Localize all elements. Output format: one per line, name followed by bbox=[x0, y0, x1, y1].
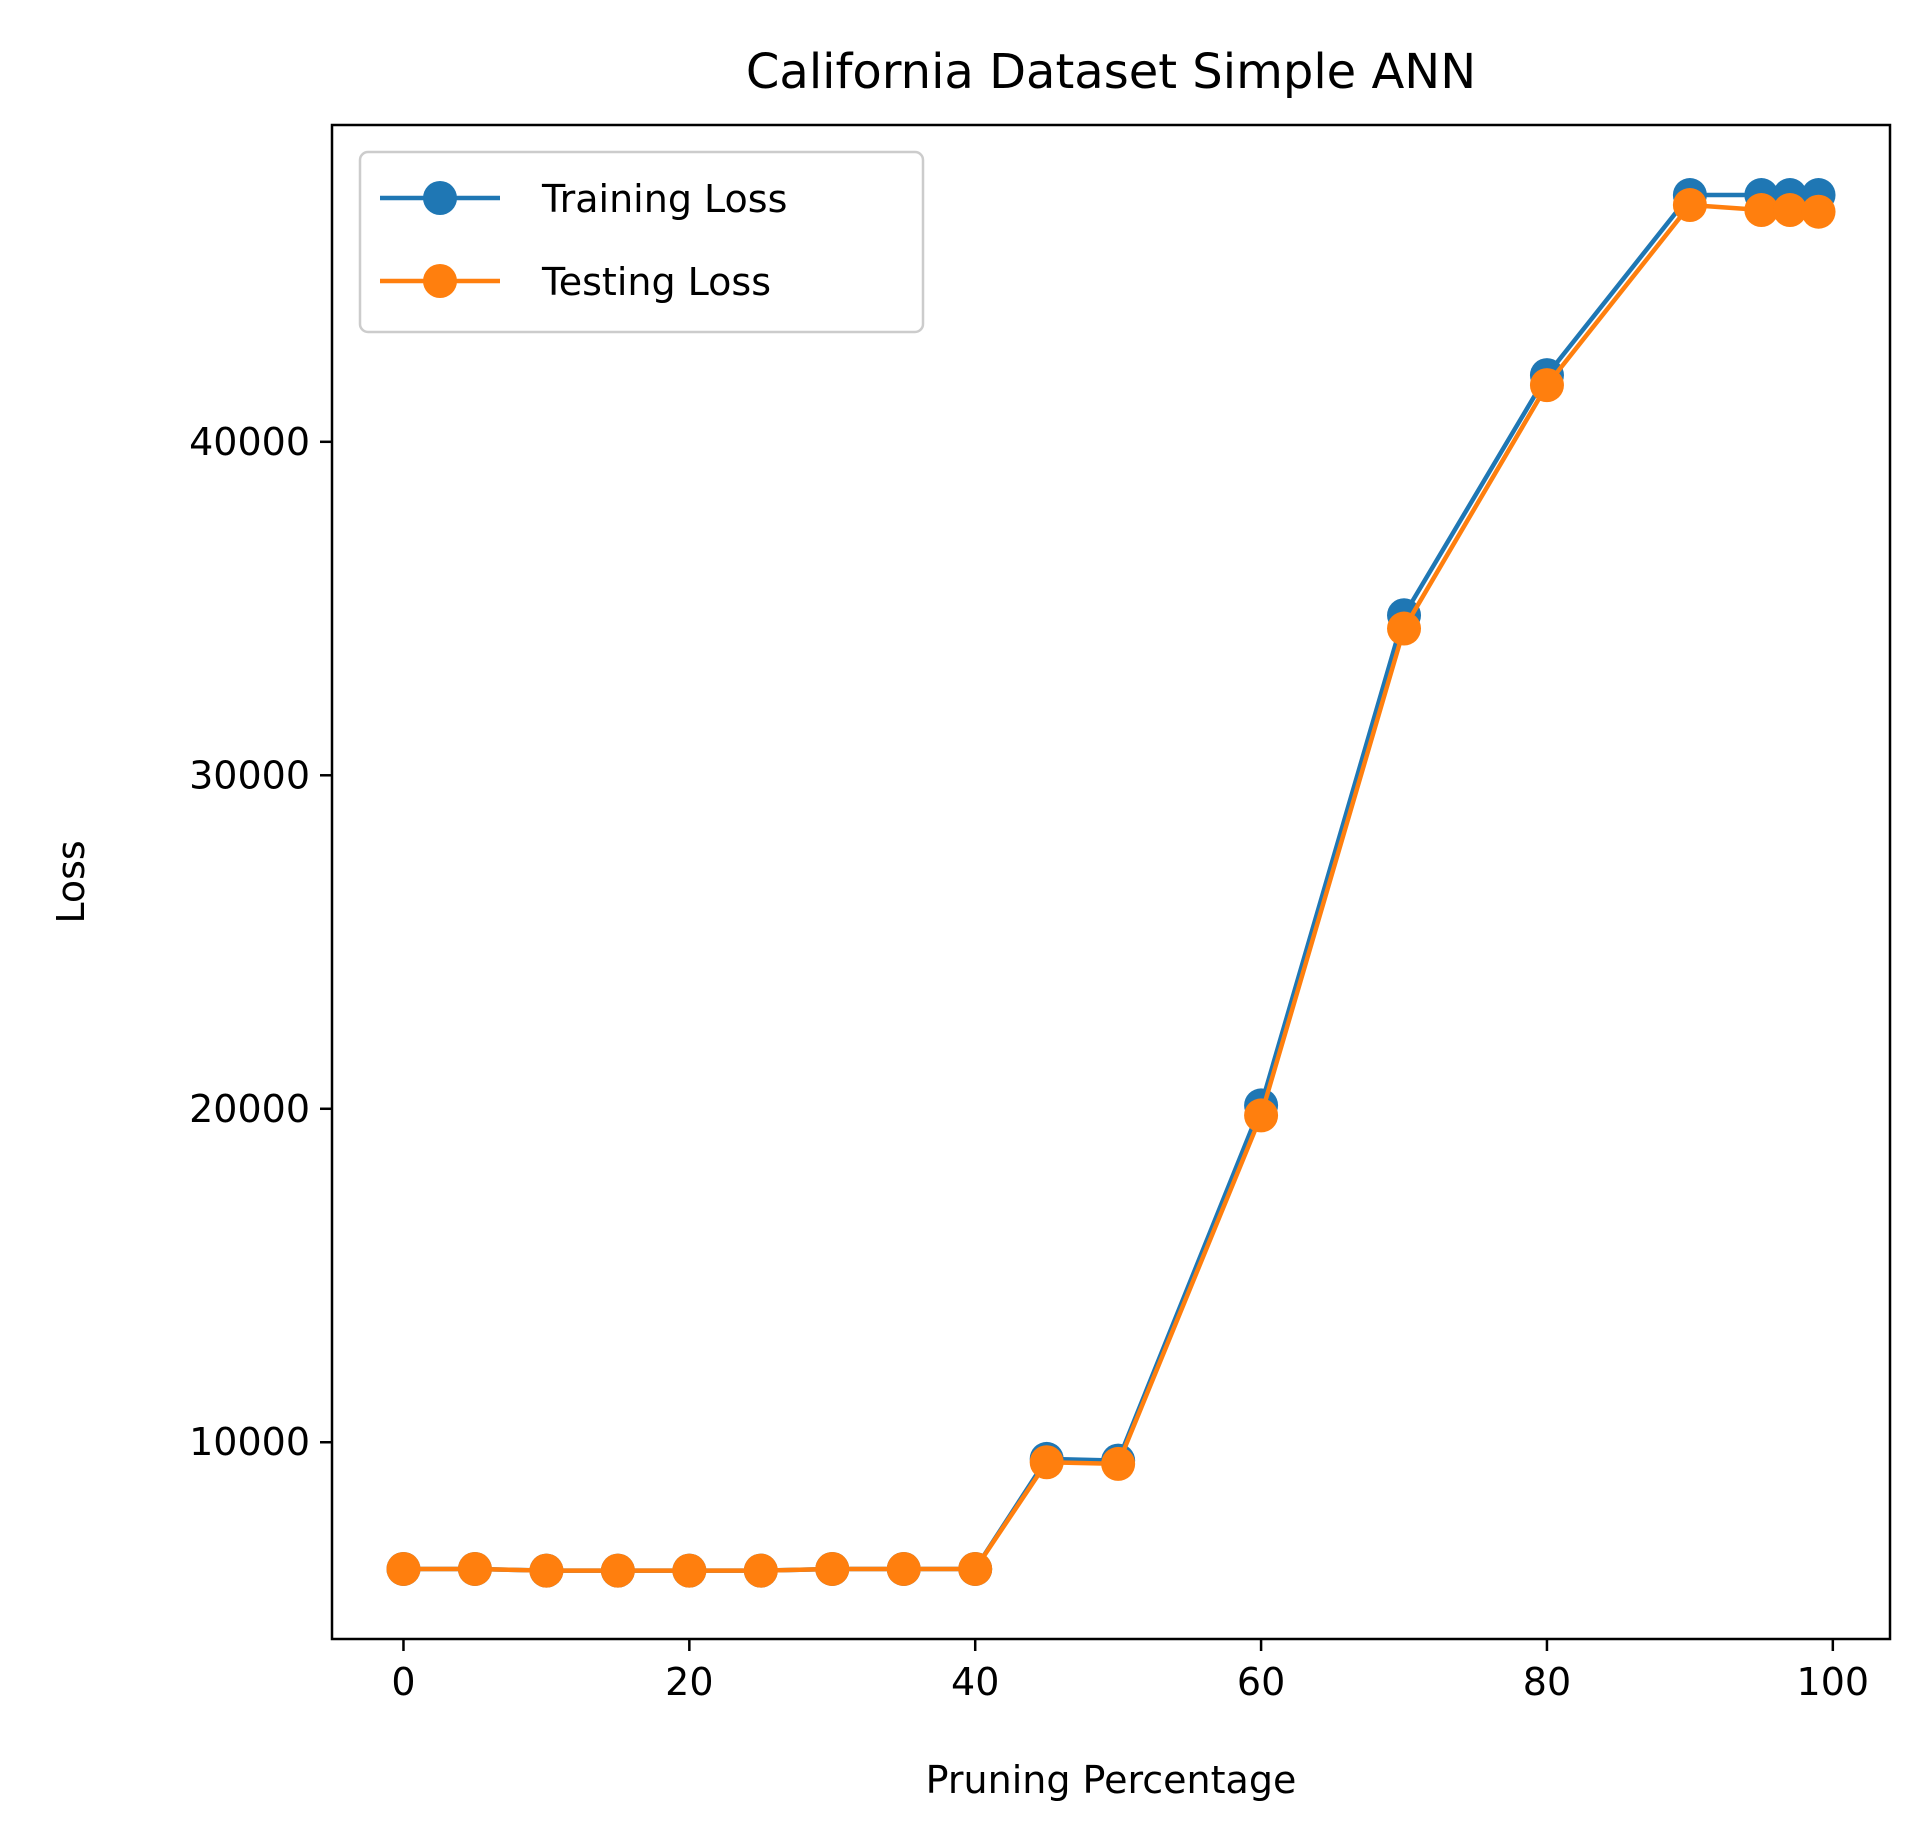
legend-marker bbox=[423, 181, 457, 215]
x-axis-label: Pruning Percentage bbox=[926, 1758, 1297, 1802]
chart-title: California Dataset Simple ANN bbox=[746, 44, 1476, 100]
legend: Training Loss Testing Loss bbox=[358, 150, 925, 334]
data-point bbox=[386, 1551, 421, 1586]
y-tick-label: 30000 bbox=[189, 753, 310, 797]
x-tick-label: 0 bbox=[391, 1660, 415, 1704]
data-point bbox=[1744, 193, 1779, 228]
plot-area bbox=[386, 178, 1836, 1588]
axes-frame bbox=[330, 123, 1892, 1641]
y-axis: 10000 20000 30000 40000 bbox=[189, 420, 332, 1464]
legend-marker bbox=[423, 264, 457, 298]
data-point bbox=[743, 1553, 778, 1588]
legend-label: Training Loss bbox=[541, 177, 787, 221]
x-tick-label: 20 bbox=[665, 1660, 713, 1704]
data-point bbox=[886, 1551, 921, 1586]
legend-label: Testing Loss bbox=[541, 260, 771, 304]
data-point bbox=[1101, 1446, 1136, 1481]
y-tick-label: 10000 bbox=[189, 1420, 310, 1464]
data-point bbox=[457, 1551, 492, 1586]
data-point bbox=[1672, 188, 1707, 223]
y-tick-label: 40000 bbox=[189, 420, 310, 464]
x-tick-label: 80 bbox=[1523, 1660, 1571, 1704]
data-point bbox=[1387, 611, 1422, 646]
legend-box bbox=[358, 150, 925, 334]
data-point bbox=[1772, 193, 1807, 228]
x-tick-label: 40 bbox=[951, 1660, 999, 1704]
data-point bbox=[1529, 368, 1564, 403]
series-testing-loss bbox=[386, 188, 1836, 1588]
y-tick-label: 20000 bbox=[189, 1087, 310, 1131]
data-point bbox=[1244, 1098, 1279, 1133]
x-tick-label: 100 bbox=[1797, 1660, 1870, 1704]
data-point bbox=[958, 1551, 993, 1586]
x-axis: 0 20 40 60 80 100 bbox=[391, 1639, 1869, 1704]
x-tick-label: 60 bbox=[1237, 1660, 1285, 1704]
data-point bbox=[1801, 194, 1836, 229]
data-point bbox=[600, 1553, 635, 1588]
data-point bbox=[815, 1551, 850, 1586]
data-point bbox=[529, 1553, 564, 1588]
data-point bbox=[1029, 1445, 1064, 1480]
y-axis-label: Loss bbox=[49, 840, 93, 923]
data-point bbox=[672, 1553, 707, 1588]
